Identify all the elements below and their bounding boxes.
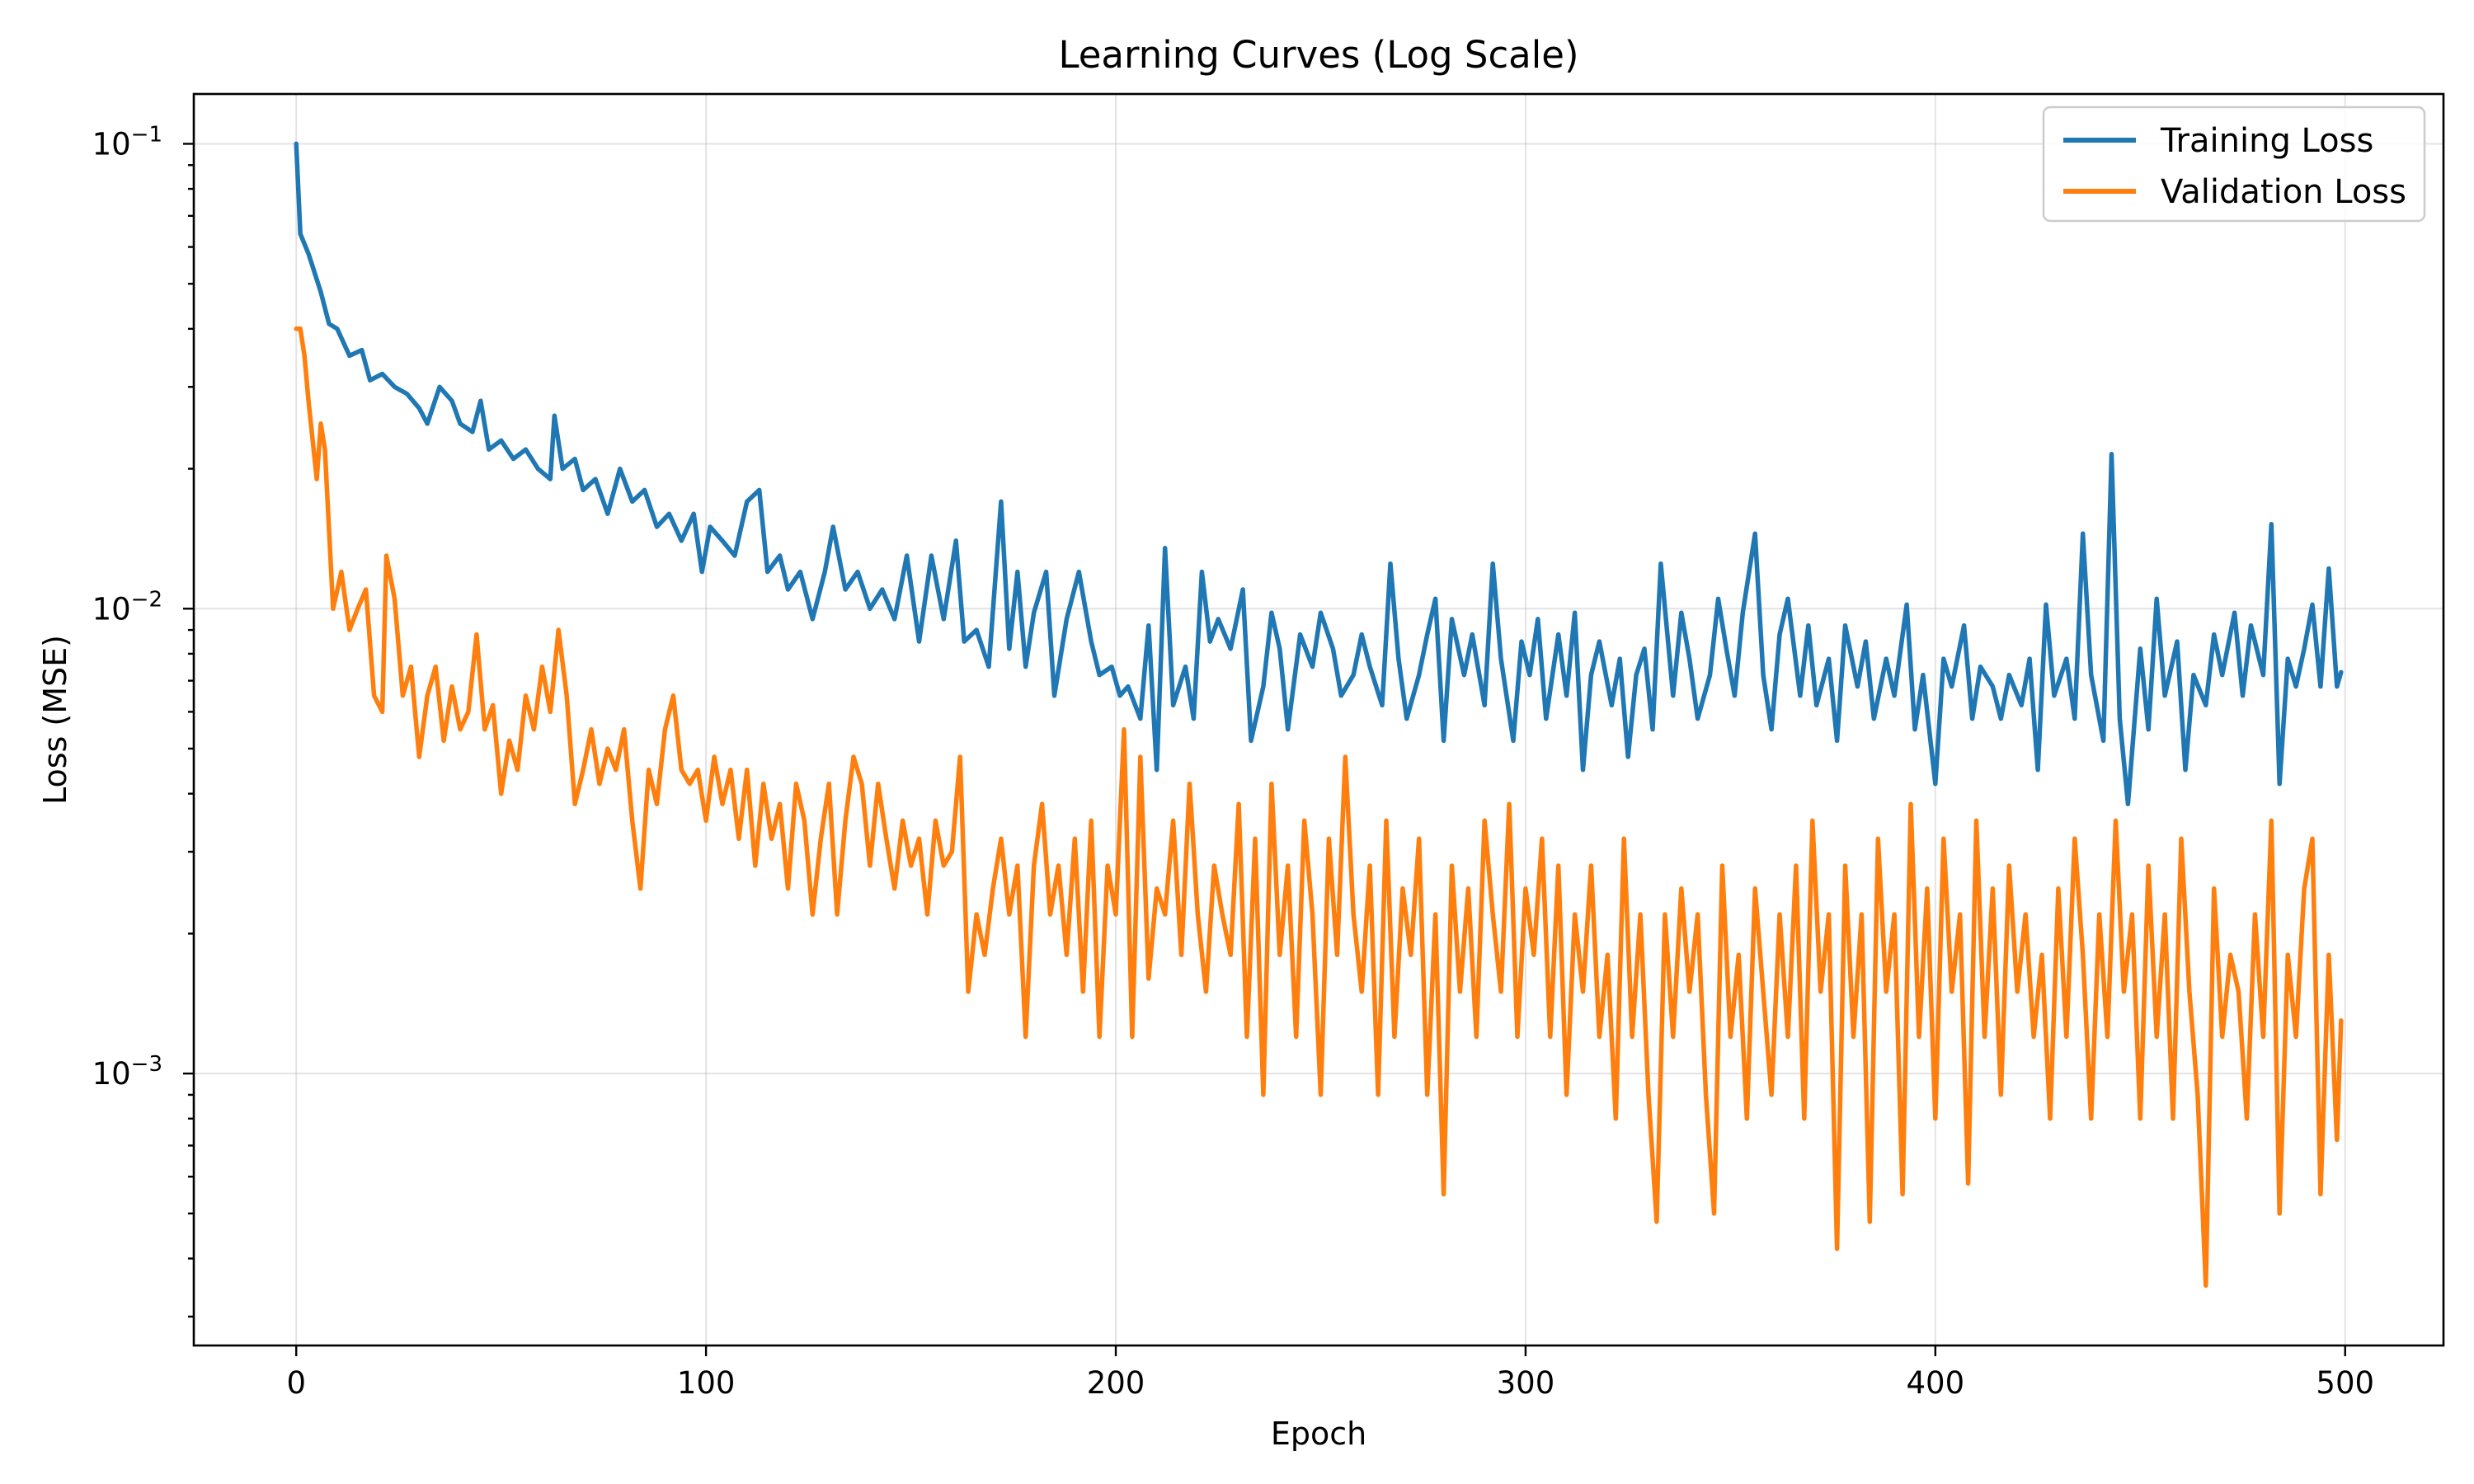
y-axis-label: Loss (MSE) [37, 635, 73, 805]
axes-frame [192, 92, 2445, 1347]
x-tick-label: 200 [1087, 1365, 1145, 1401]
x-tick-label: 100 [677, 1365, 736, 1401]
y-tick-label: 10−2 [92, 587, 162, 627]
series-line-validation-loss [294, 326, 2344, 1288]
chart-title: Learning Curves (Log Scale) [1058, 33, 1578, 77]
x-tick-label: 300 [1497, 1365, 1555, 1401]
legend-box [2042, 106, 2426, 223]
legend-label-training-loss: Training Loss [2160, 122, 2373, 160]
legend-label-validation-loss: Validation Loss [2161, 173, 2406, 211]
legend: Training Loss Validation Loss [2042, 106, 2426, 223]
x-axis-label: Epoch [1271, 1416, 1366, 1452]
series-line-training-loss [294, 141, 2344, 806]
x-tick-label: 500 [2316, 1365, 2374, 1401]
series-group [294, 141, 2344, 1288]
x-tick-label: 0 [286, 1365, 306, 1401]
x-tick-label: 400 [1907, 1365, 1965, 1401]
y-tick-label: 10−3 [92, 1052, 162, 1092]
